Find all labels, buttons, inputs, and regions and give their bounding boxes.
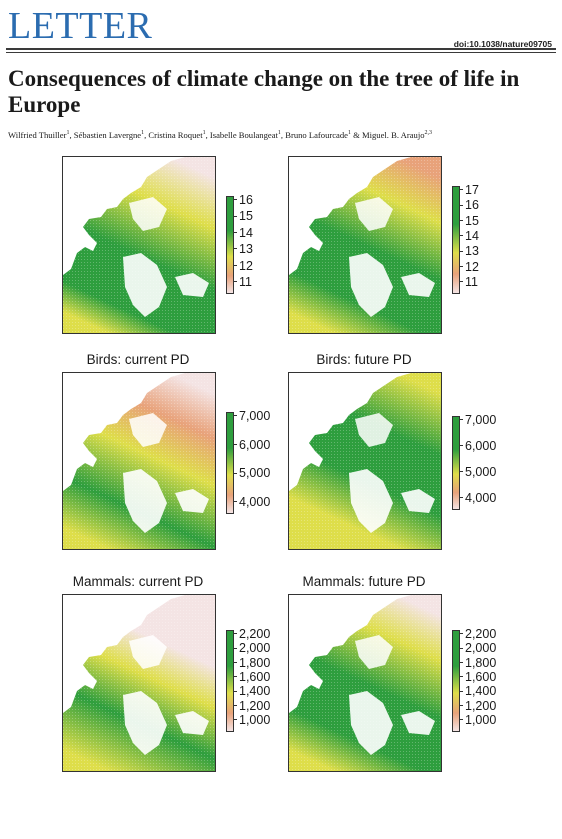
author-affiliation: 1 [66, 130, 70, 137]
author-affiliation: 1 [141, 130, 145, 137]
sea-area [63, 157, 163, 193]
author-affiliation: 1 [202, 130, 206, 137]
europe-map [62, 372, 216, 550]
legend-tick-label: 11 [459, 275, 478, 289]
europe-map [62, 156, 216, 334]
sea-area [355, 413, 393, 447]
sea-area [349, 253, 393, 317]
legend-tick-label: 13 [233, 242, 253, 256]
header-rule-thick [6, 48, 556, 50]
sea-area [355, 197, 393, 231]
legend-tick-label: 13 [459, 244, 479, 258]
legend-colorbar [452, 416, 460, 510]
sea-area [63, 373, 163, 409]
header-rule-thin [6, 52, 556, 53]
sea-area [289, 373, 389, 409]
sea-area [123, 691, 167, 755]
sea-area [129, 413, 167, 447]
legend-tick-label: 6,000 [233, 438, 270, 452]
sea-area [401, 273, 435, 297]
legend-tick-label: 15 [233, 209, 253, 223]
author-affiliation: 1 [347, 130, 351, 137]
legend-tick-label: 1,200 [459, 699, 496, 713]
legend-tick-label: 4,000 [459, 491, 496, 505]
author-name: Cristina Roquet [148, 130, 203, 140]
sea-area [289, 651, 307, 681]
legend-tick-label: 14 [233, 226, 253, 240]
legend-tick-label: 5,000 [233, 466, 270, 480]
sea-area [289, 595, 389, 631]
legend-tick-label: 16 [233, 193, 253, 207]
sea-area [123, 469, 167, 533]
legend-tick-label: 1,600 [459, 670, 496, 684]
sea-area [129, 635, 167, 669]
legend-tick-label: 1,200 [233, 699, 270, 713]
legend-tick-label: 1,400 [233, 684, 270, 698]
doi-label: doi:10.1038/nature09705 [453, 39, 552, 49]
legend-tick-label: 6,000 [459, 439, 496, 453]
sea-area [355, 635, 393, 669]
legend-tick-label: 1,000 [233, 713, 270, 727]
europe-map [288, 594, 442, 772]
legend-tick-label: 1,400 [459, 684, 496, 698]
author-list: Wilfried Thuiller1, Sébastien Lavergne1,… [8, 130, 433, 140]
europe-map [288, 372, 442, 550]
europe-map [288, 156, 442, 334]
legend-tick-label: 17 [459, 183, 479, 197]
legend-tick-label: 4,000 [233, 495, 270, 509]
legend-tick-label: 11 [233, 275, 252, 289]
sea-area [289, 429, 307, 459]
sea-area [175, 711, 209, 735]
author-name: Miguel. B. Araujo [361, 130, 425, 140]
panel-title: Birds: current PD [86, 352, 190, 367]
legend-tick-label: 14 [459, 229, 479, 243]
legend-tick-label: 1,800 [233, 656, 270, 670]
sea-area [123, 253, 167, 317]
panel-title: Mammals: current PD [72, 574, 204, 589]
panel-title: Birds: future PD [316, 352, 412, 367]
author-name: Sébastien Lavergne [73, 130, 142, 140]
author-name: Bruno Lafourcade [285, 130, 348, 140]
legend-tick-label: 2,000 [233, 641, 270, 655]
sea-area [175, 489, 209, 513]
sea-area [63, 651, 81, 681]
legend-tick-label: 1,800 [459, 656, 496, 670]
legend-tick-label: 1,600 [233, 670, 270, 684]
sea-area [289, 157, 389, 193]
sea-area [349, 691, 393, 755]
journal-section-label: LETTER [8, 5, 153, 47]
sea-area [63, 213, 81, 243]
sea-area [129, 197, 167, 231]
legend-colorbar [226, 412, 234, 514]
author-affiliation: 1 [277, 130, 281, 137]
legend-tick-label: 2,200 [233, 627, 270, 641]
legend-tick-label: 1,000 [459, 713, 496, 727]
legend-tick-label: 12 [233, 259, 253, 273]
author-name: Wilfried Thuiller [8, 130, 67, 140]
panel-title: Mammals: future PD [302, 574, 426, 589]
sea-area [289, 213, 307, 243]
sea-area [349, 469, 393, 533]
legend-tick-label: 5,000 [459, 465, 496, 479]
legend-tick-label: 15 [459, 214, 479, 228]
legend-tick-label: 2,000 [459, 641, 496, 655]
sea-area [401, 711, 435, 735]
legend-tick-label: 16 [459, 198, 479, 212]
europe-map [62, 594, 216, 772]
sea-area [63, 595, 163, 631]
sea-area [63, 429, 81, 459]
sea-area [401, 489, 435, 513]
legend-tick-label: 2,200 [459, 627, 496, 641]
author-affiliation: 2,3 [424, 130, 433, 137]
legend-tick-label: 12 [459, 260, 479, 274]
legend-tick-label: 7,000 [459, 413, 496, 427]
legend-tick-label: 7,000 [233, 409, 270, 423]
article-title: Consequences of climate change on the tr… [8, 66, 520, 117]
author-name: Isabelle Boulangeat [209, 130, 278, 140]
sea-area [175, 273, 209, 297]
